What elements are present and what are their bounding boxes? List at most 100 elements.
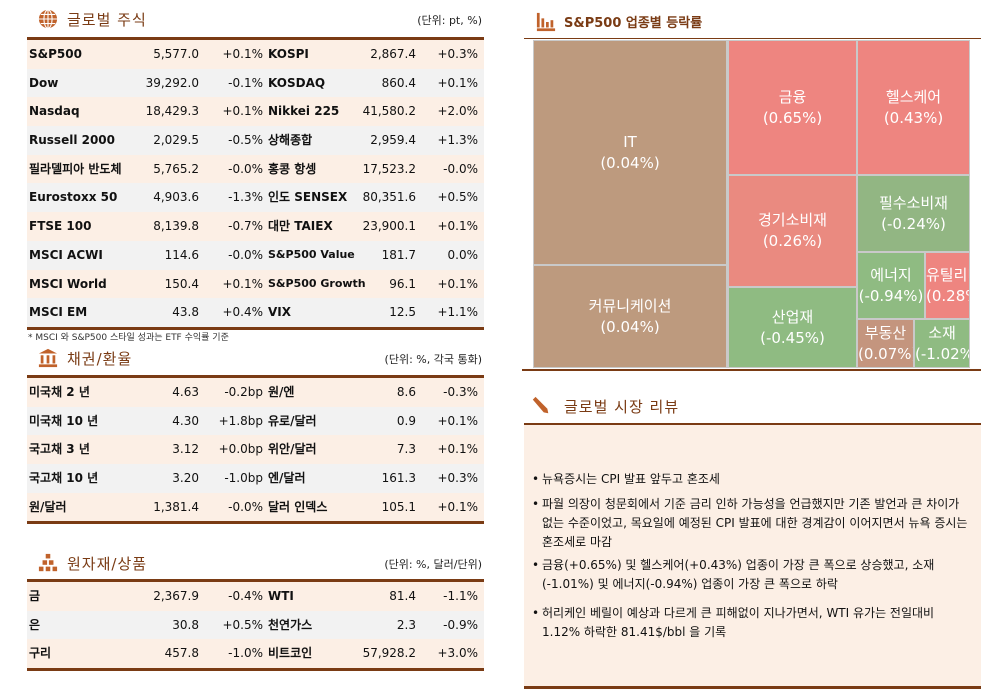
- change-cell: +3.0%: [437, 646, 478, 661]
- divider: [524, 38, 981, 39]
- sector-change: (-1.02%): [915, 344, 969, 363]
- value-cell: 8.6: [396, 385, 416, 399]
- name-cell: S&P500 Growth: [268, 276, 366, 290]
- treemap-cell[interactable]: 금융 (0.65%): [728, 40, 857, 175]
- change-cell: -0.0%: [443, 161, 478, 176]
- change-cell: +0.5%: [437, 190, 478, 205]
- table-row: 원/달러 1,381.4 -0.0% 달러 인덱스 105.1 +0.1%: [27, 492, 484, 522]
- name-cell: Eurostoxx 50: [29, 190, 118, 205]
- section-title: 채권/환율: [67, 350, 133, 368]
- review-header: 글로벌 시장 리뷰: [524, 396, 981, 416]
- change-cell: 0.0%: [447, 247, 479, 262]
- name-cell: KOSPI: [268, 47, 309, 61]
- name-cell: 국고채 10 년: [29, 471, 99, 486]
- change-cell: -0.3%: [443, 385, 478, 399]
- name-cell: 달러 인덱스: [268, 499, 328, 514]
- sector-change: (-0.94%): [858, 286, 924, 305]
- treemap-cell[interactable]: 헬스케어 (0.43%): [857, 40, 970, 175]
- name-cell: 위안/달러: [268, 442, 317, 457]
- name-cell: 미국채 10 년: [29, 413, 99, 428]
- change-cell: +0.1%: [437, 413, 478, 428]
- table-row: 국고채 3 년 3.12 +0.0bp 위안/달러 7.3 +0.1%: [27, 435, 484, 465]
- sector-name: 헬스케어: [885, 87, 942, 106]
- table-row: MSCI World 150.4 +0.1% S&P500 Growth 96.1 +0.…: [27, 269, 484, 299]
- sector-change: (-0.45%): [760, 328, 825, 347]
- commodities-header: 원자재/상품 (단위: %, 달러/단위): [27, 553, 484, 573]
- name-cell: 인도 SENSEX: [268, 190, 348, 205]
- treemap-cell[interactable]: 경기소비재 (0.26%): [728, 175, 857, 287]
- treemap-cell[interactable]: 커뮤니케이션 (0.04%): [533, 265, 727, 368]
- value-cell: 57,928.2: [362, 646, 416, 661]
- section-title: 글로벌 시장 리뷰: [564, 398, 680, 416]
- change-cell: +1.3%: [437, 133, 478, 148]
- sector-name: 경기소비재: [757, 211, 827, 229]
- unit-label: (단위: pt, %): [417, 14, 482, 27]
- name-cell: 구리: [29, 646, 52, 661]
- name-cell: 금: [29, 589, 41, 603]
- table-row: 미국채 10 년 4.30 +1.8bp 유로/달러 0.9 +0.1%: [27, 406, 484, 436]
- review-bullet: 허리케인 베릴이 예상과 다르게 큰 피해없이 지나가면서, WTI 유가는 전…: [530, 604, 970, 642]
- bonds-fx-header: 채권/환율 (단위: %, 각국 통화): [27, 348, 484, 368]
- change-cell: -0.0%: [228, 247, 263, 262]
- name-cell: FTSE 100: [29, 219, 92, 234]
- change-cell: -1.3%: [228, 190, 263, 205]
- name-cell: 은: [29, 617, 41, 632]
- value-cell: 3.12: [172, 442, 199, 457]
- value-cell: 5,577.0: [153, 47, 199, 61]
- value-cell: 18,429.3: [145, 104, 199, 119]
- value-cell: 4,903.6: [153, 190, 199, 205]
- globe-icon: [38, 9, 58, 29]
- treemap-cell[interactable]: 필수소비재 (-0.24%): [857, 175, 970, 252]
- pen-icon: [532, 396, 549, 414]
- review-bullet: 파월 의장이 청문회에서 기준 금리 인하 가능성을 언급했지만 기존 발언과 …: [530, 495, 970, 552]
- table-row: Dow 39,292.0 -0.1% KOSDAQ 860.4 +0.1%: [27, 68, 484, 98]
- name-cell: 홍콩 항셍: [268, 161, 317, 176]
- sector-change: (0.65%): [762, 108, 823, 127]
- change-cell: +0.3%: [437, 471, 478, 486]
- table-row: FTSE 100 8,139.8 -0.7% 대만 TAIEX 23,900.1 +0.1…: [27, 212, 484, 241]
- table-row: 은 30.8 +0.5% 천연가스 2.3 -0.9%: [27, 610, 484, 640]
- name-cell: 천연가스: [268, 617, 313, 632]
- value-cell: 41,580.2: [362, 104, 416, 119]
- bar-chart-icon: [536, 12, 556, 32]
- treemap-cell[interactable]: IT (0.04%): [533, 40, 727, 265]
- sector-name: 유틸리티: [926, 265, 969, 284]
- name-cell: 필라델피아 반도체: [29, 161, 122, 176]
- value-cell: 2,029.5: [153, 133, 199, 148]
- value-cell: 5,765.2: [153, 161, 199, 176]
- commodities-table: 금 2,367.9 -0.4% WTI 81.4 -1.1% 은 30.8 +0.5% 천연가스 2…: [27, 579, 484, 672]
- treemap-cell[interactable]: 부동산 (0.07%): [857, 319, 914, 368]
- value-cell: 2,367.9: [153, 589, 199, 603]
- section-title: S&P500 업종별 등락률: [564, 16, 703, 31]
- value-cell: 2,959.4: [370, 133, 416, 148]
- global-stocks-header: 글로벌 주식 (단위: pt, %): [27, 9, 484, 29]
- table-row: 국고채 10 년 3.20 -1.0bp 엔/달러 161.3 +0.3%: [27, 464, 484, 493]
- table-row: Eurostoxx 50 4,903.6 -1.3% 인도 SENSEX 80,351.…: [27, 183, 484, 213]
- sector-name: 필수소비재: [878, 193, 948, 212]
- value-cell: 105.1: [381, 499, 416, 514]
- gold-bars-icon: [38, 553, 58, 572]
- value-cell: 80,351.6: [362, 190, 416, 205]
- change-cell: +0.1%: [437, 442, 478, 457]
- bonds-fx-table: 미국채 2 년 4.63 -0.2bp 원/엔 8.6 -0.3% 미국채 10 년 4.30…: [27, 375, 484, 525]
- unit-label: (단위: %, 달러/단위): [384, 558, 482, 571]
- treemap-cell[interactable]: 산업재 (-0.45%): [728, 287, 857, 368]
- name-cell: 미국채 2 년: [29, 385, 90, 399]
- table-row: Russell 2000 2,029.5 -0.5% 상해종합 2,959.4 +1.3%: [27, 126, 484, 155]
- treemap-cell[interactable]: 유틸리티 (0.28%): [925, 252, 970, 319]
- name-cell: KOSDAQ: [268, 75, 326, 90]
- change-cell: +0.1%: [222, 104, 263, 119]
- sector-name: 에너지: [870, 265, 912, 284]
- value-cell: 23,900.1: [362, 219, 416, 234]
- change-cell: +0.1%: [222, 47, 263, 61]
- change-cell: -0.1%: [228, 75, 263, 90]
- treemap-cell[interactable]: 소재 (-1.02%): [914, 319, 970, 368]
- unit-label: (단위: %, 각국 통화): [384, 353, 482, 366]
- change-cell: -1.0bp: [224, 471, 263, 486]
- value-cell: 2.3: [396, 617, 416, 632]
- sector-name: 산업재: [771, 307, 814, 326]
- change-cell: -0.9%: [443, 617, 478, 632]
- name-cell: 대만 TAIEX: [268, 219, 333, 234]
- treemap-cell[interactable]: 에너지 (-0.94%): [857, 252, 925, 319]
- name-cell: 엔/달러: [268, 471, 306, 486]
